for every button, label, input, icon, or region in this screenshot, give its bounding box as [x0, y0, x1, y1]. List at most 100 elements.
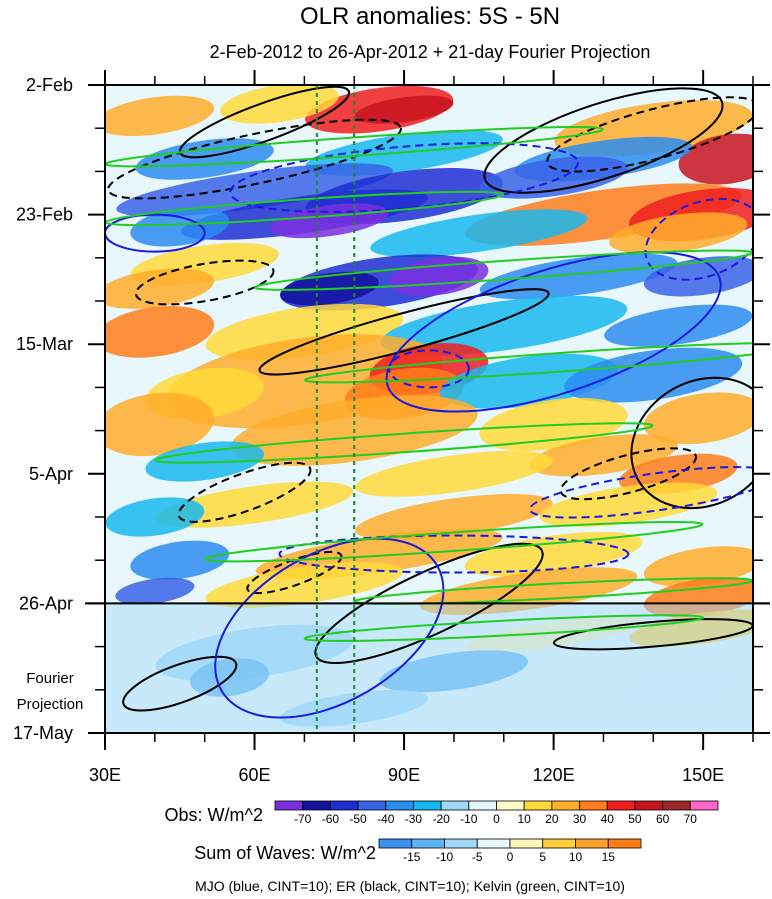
contour-er — [107, 118, 402, 200]
chart-title: OLR anomalies: 5S - 5N — [300, 3, 560, 30]
waves-colorbar-label: 5 — [539, 850, 546, 864]
contour-er — [177, 461, 312, 523]
anomaly-cell — [389, 256, 489, 296]
obs-colorbar-label: 60 — [656, 812, 670, 826]
contour-er — [630, 376, 753, 510]
waves-colorbar-swatch — [411, 838, 445, 849]
obs-colorbar-label: 50 — [628, 812, 642, 826]
contour-kelvin — [204, 520, 704, 563]
obs-colorbar-swatch — [329, 800, 359, 811]
waves-colorbar-label: 15 — [602, 850, 616, 864]
contour-mjo — [385, 251, 722, 413]
anomaly-cell — [105, 95, 215, 136]
obs-colorbar-label: -10 — [460, 812, 478, 826]
obs-colorbar-swatch — [496, 800, 525, 811]
y-tick-label: 15-Mar — [16, 334, 73, 354]
anomaly-cell — [609, 212, 748, 254]
anomaly-cell — [220, 85, 339, 124]
x-tick-label: 150E — [682, 765, 724, 785]
chart-subtitle: 2-Feb-2012 to 26-Apr-2012 + 21-day Fouri… — [210, 42, 651, 62]
contour-mjo — [388, 349, 470, 389]
plot-field — [105, 85, 753, 733]
waves-colorbar-swatch — [509, 838, 544, 849]
contour-er — [122, 655, 238, 712]
anomaly-cell — [105, 306, 215, 358]
obs-colorbar-swatch — [523, 800, 553, 811]
obs-colorbar-swatch — [385, 800, 414, 811]
waves-colorbar-label: -15 — [403, 850, 421, 864]
waves-colorbar-swatch — [378, 838, 413, 849]
contour-kelvin — [303, 614, 704, 642]
obs-colorbar-label: 0 — [493, 812, 500, 826]
obs-colorbar-label: -20 — [432, 812, 450, 826]
obs-colorbar-label: 20 — [545, 812, 559, 826]
waves-colorbar-label: -10 — [436, 850, 454, 864]
anomaly-cell — [479, 253, 678, 300]
contour-kelvin — [303, 342, 753, 384]
contour-er — [258, 288, 550, 376]
x-tick-label: 90E — [388, 765, 420, 785]
y-tick-label: 2-Feb — [26, 75, 73, 95]
y-tick-label: 5-Apr — [29, 464, 73, 484]
anomaly-cell — [643, 392, 753, 445]
obs-colorbar-title: Obs: W/m^2 — [165, 805, 263, 825]
anomaly-cell — [105, 497, 205, 537]
anomaly-cell — [379, 650, 529, 693]
obs-colorbar-swatch — [274, 800, 304, 811]
contour-kelvin — [154, 422, 654, 464]
obs-colorbar-label: -70 — [294, 812, 312, 826]
anomaly-cell — [105, 268, 215, 309]
waves-colorbar-swatch — [476, 838, 511, 849]
obs-colorbar-swatch — [440, 800, 470, 811]
anomaly-cell — [354, 95, 454, 124]
contour-er — [483, 87, 724, 194]
anomaly-cell — [643, 577, 753, 618]
anomaly-cell — [618, 675, 738, 705]
waves-colorbar-swatch — [607, 838, 642, 849]
obs-colorbar-swatch — [302, 800, 331, 811]
waves-colorbar-swatch — [542, 838, 576, 849]
waves-colorbar-label: 0 — [507, 850, 514, 864]
obs-colorbar-label: -60 — [322, 812, 340, 826]
projection-label-line2: Projection — [17, 696, 84, 713]
obs-colorbar-label: 70 — [684, 812, 698, 826]
x-axis: 30E 60E 90E 120E 150E — [89, 70, 754, 785]
waves-colorbar-label: 10 — [569, 850, 583, 864]
x-tick-label: 120E — [533, 765, 575, 785]
obs-colorbar-swatch — [357, 800, 387, 811]
contour-legend-note: MJO (blue, CINT=10); ER (black, CINT=10)… — [195, 878, 625, 894]
waves-colorbar-label: -5 — [472, 850, 483, 864]
plot-frame — [104, 84, 754, 734]
obs-colorbar: -70 -60 -50 -40 -30 -20 -10 0 10 20 30 40 50 60 70 — [274, 800, 719, 826]
projection-wash — [105, 603, 753, 733]
anomaly-cell — [355, 494, 553, 540]
anomaly-cell — [115, 577, 195, 605]
obs-colorbar-swatch — [579, 800, 608, 811]
anomaly-cell — [155, 481, 354, 528]
waves-colorbar-swatch — [444, 838, 478, 849]
anomaly-cell — [464, 616, 643, 652]
obs-colorbar-swatch — [413, 800, 442, 811]
waves-colorbar-swatch — [575, 838, 609, 849]
obs-colorbar-swatch — [634, 800, 664, 811]
x-tick-label: 60E — [239, 765, 271, 785]
anomaly-cell — [539, 482, 718, 527]
obs-colorbar-swatch — [551, 800, 580, 811]
anomaly-cell — [564, 347, 743, 403]
obs-colorbar-label: -50 — [349, 812, 367, 826]
obs-colorbar-label: 30 — [573, 812, 587, 826]
projection-label-line1: Fourier — [26, 670, 74, 687]
waves-colorbar: -15 -10 -5 0 5 10 15 — [378, 838, 642, 864]
anomaly-cell — [355, 450, 553, 497]
y-tick-label: 17-May — [13, 723, 73, 743]
reference-longitude-lines — [315, 85, 356, 733]
contour-er — [134, 259, 275, 306]
y-axis: 2-Feb 23-Feb 15-Mar 5-Apr 26-Apr 17-May — [13, 75, 770, 743]
obs-colorbar-label: 40 — [601, 812, 615, 826]
obs-colorbar-label: -30 — [405, 812, 423, 826]
waves-colorbar-title: Sum of Waves: W/m^2 — [194, 843, 376, 863]
anomaly-cell — [116, 163, 393, 217]
obs-colorbar-label: -40 — [377, 812, 395, 826]
y-tick-label: 23-Feb — [16, 205, 73, 225]
